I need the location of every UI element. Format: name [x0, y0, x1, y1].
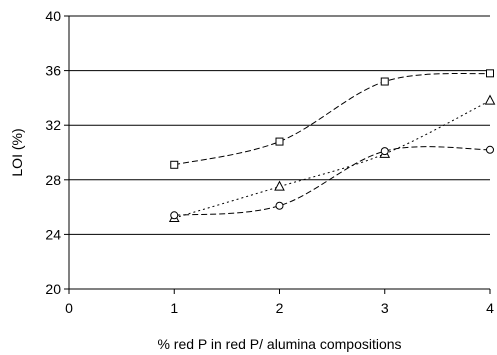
y-tick-label-40: 40 — [45, 8, 61, 24]
y-tick-label-32: 32 — [45, 117, 61, 133]
y-tick-label-24: 24 — [45, 226, 61, 242]
x-tick-label-4: 4 — [486, 300, 494, 316]
y-tick-label-20: 20 — [45, 281, 61, 297]
axes — [64, 15, 491, 294]
series-3-point-2 — [275, 201, 284, 210]
x-tick-label-0: 0 — [65, 300, 73, 316]
x-tick-label-1: 1 — [170, 300, 178, 316]
gridlines — [69, 15, 490, 235]
x-tick-label-3: 3 — [381, 300, 389, 316]
y-tick-label-28: 28 — [45, 172, 61, 188]
series-3-line — [174, 146, 491, 216]
series-1-point-4 — [486, 69, 494, 78]
x-axis-label: % red P in red P/ alumina compositions — [157, 336, 401, 352]
series-3-point-4 — [486, 145, 494, 154]
series-3-point-1 — [170, 211, 179, 220]
series-2-point-2 — [274, 180, 285, 191]
series-1-point-2 — [275, 137, 284, 146]
series-3-point-3 — [380, 147, 389, 156]
tick-labels: 20 24 28 32 36 40 0 1 2 3 4 — [45, 8, 494, 316]
y-tick-label-36: 36 — [45, 63, 61, 79]
series-2-line — [174, 100, 491, 219]
series-2-point-4 — [484, 94, 496, 105]
series-lines — [174, 72, 491, 219]
x-tick-label-2: 2 — [276, 300, 284, 316]
series-1-point-1 — [170, 160, 179, 169]
series-markers — [168, 69, 496, 223]
y-axis-label: LOI (%) — [9, 128, 25, 176]
series-1-point-3 — [380, 77, 389, 86]
series-1-line — [174, 72, 491, 166]
